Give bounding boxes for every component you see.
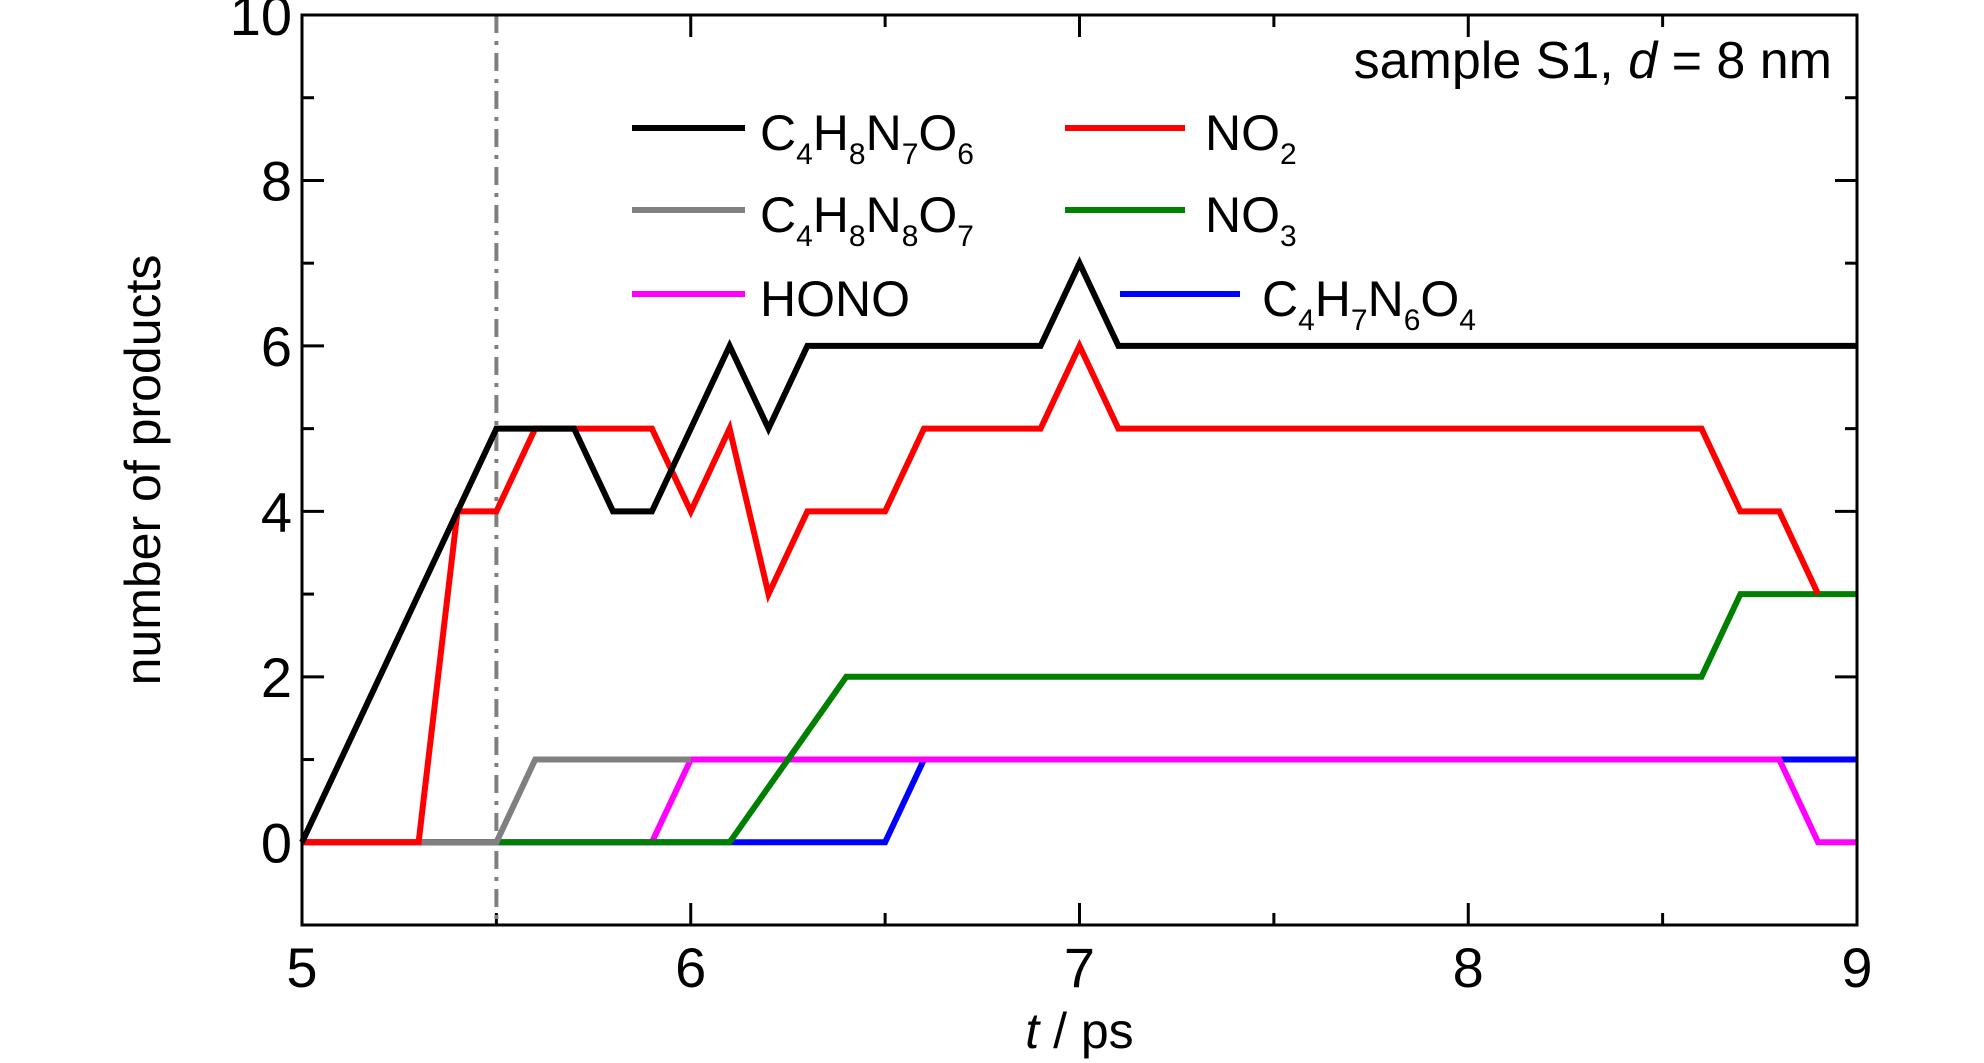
legend-label-part: 4 <box>1459 304 1476 337</box>
legend-item: NO3 <box>1065 187 1297 253</box>
legend-label-part: 7 <box>902 138 919 171</box>
sample-annotation: sample S1, d = 8 nm <box>1354 32 1832 90</box>
x-tick-label: 9 <box>1841 936 1872 999</box>
legend-label-part: 4 <box>1298 304 1315 337</box>
legend-label-part: 8 <box>849 138 866 171</box>
legend-label-part: 7 <box>1351 304 1368 337</box>
x-axis-label: t / ps <box>1025 1003 1133 1059</box>
legend-label: NO2 <box>1205 105 1297 171</box>
y-tick-label: 6 <box>261 315 292 378</box>
legend-label-part: 2 <box>1280 138 1297 171</box>
legend-item: NO2 <box>1065 105 1297 171</box>
legend-label-part: O <box>918 187 957 243</box>
legend-item: C4H7N6O4 <box>1120 271 1476 337</box>
legend-label: C4H7N6O4 <box>1262 271 1476 337</box>
legend-label: C4H8N8O7 <box>760 187 974 253</box>
legend-label-part: C <box>760 105 796 161</box>
legend-item: C4H8N7O6 <box>632 105 974 171</box>
y-tick-label: 4 <box>261 480 292 543</box>
legend-label: NO3 <box>1205 187 1297 253</box>
legend-label-part: 4 <box>796 138 813 171</box>
legend-label-part: C <box>760 187 796 243</box>
legend-item: HONO <box>632 271 910 327</box>
series-line <box>302 591 1857 846</box>
x-tick-label: 8 <box>1453 936 1484 999</box>
annotation-part: = 8 nm <box>1657 32 1832 90</box>
legend-label-part: N <box>1368 271 1404 327</box>
legend-label-part: O <box>1420 271 1459 327</box>
legend-label-part: 7 <box>957 220 974 253</box>
legend-label-part: 6 <box>957 138 974 171</box>
x-axis-label-italic: t <box>1025 1003 1041 1059</box>
series-line <box>299 256 1857 844</box>
series-line <box>302 338 1821 846</box>
legend-label-part: N <box>866 105 902 161</box>
legend-item: C4H8N8O7 <box>632 187 974 253</box>
legend-label-part: 6 <box>1404 304 1421 337</box>
x-tick-label: 6 <box>675 936 706 999</box>
legend-label-part: 8 <box>902 220 919 253</box>
legend-label-part: H <box>1315 271 1351 327</box>
plot-frame <box>300 13 1859 927</box>
legend-label-part: C <box>1262 271 1298 327</box>
legend-label-part: NO <box>1205 187 1280 243</box>
annotation-part: sample S1, <box>1354 32 1629 90</box>
legend-label-part: 8 <box>849 220 866 253</box>
y-tick-label: 10 <box>230 0 292 47</box>
legend-label-part: 3 <box>1280 220 1297 253</box>
legend-label-part: H <box>813 105 849 161</box>
y-tick-label: 2 <box>261 646 292 709</box>
tick-labels: 5 6 7 8 9 0 2 4 6 8 10 <box>230 0 1873 999</box>
legend-label-part: NO <box>1205 105 1280 161</box>
series-lines <box>299 256 1857 846</box>
y-tick-label: 8 <box>261 149 292 212</box>
legend-label-part: H <box>813 187 849 243</box>
x-tick-label: 7 <box>1064 936 1095 999</box>
annotation-part: d <box>1628 32 1659 90</box>
legend-label-part: HONO <box>760 271 910 327</box>
y-axis-label: number of products <box>115 255 171 686</box>
x-tick-label: 5 <box>286 936 317 999</box>
legend-label-part: N <box>866 187 902 243</box>
y-tick-label: 0 <box>261 811 292 874</box>
legend-label: C4H8N7O6 <box>760 105 974 171</box>
legend-label: HONO <box>760 271 910 327</box>
legend-label-part: 4 <box>796 220 813 253</box>
legend-label-part: O <box>918 105 957 161</box>
x-axis-label-rest: / ps <box>1039 1003 1133 1059</box>
